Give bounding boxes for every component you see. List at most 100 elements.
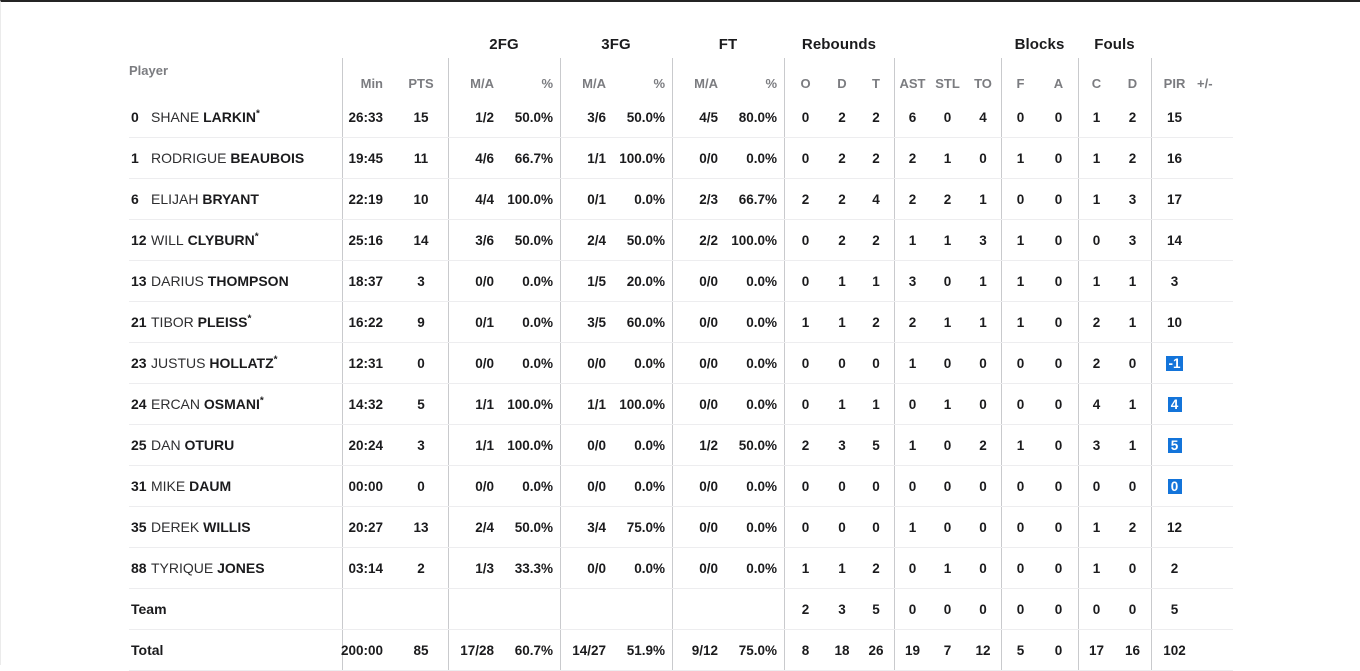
player-first-name: ERCAN — [151, 396, 201, 412]
cell-reb-d: 1 — [838, 396, 846, 412]
player-last-name: BEAUBOIS — [230, 150, 305, 166]
jersey-number: 0 — [131, 109, 139, 125]
cell-reb-o: 0 — [784, 466, 826, 506]
cell-stl: 0 — [943, 437, 952, 453]
player-name: TYRIQUE JONES — [151, 560, 342, 576]
cell-foul-c: 2 — [1078, 343, 1114, 383]
group-header-3fg: 3FG — [601, 35, 631, 53]
group-header-row: 2FG 3FG FT Rebounds Blocks Fouls — [129, 30, 1233, 58]
cell-3fg-ma: 3/6 — [560, 97, 616, 137]
cell-ast: 3 — [894, 261, 930, 301]
col-header-3fg-ma: M/A — [560, 58, 616, 97]
col-header-ft-ma: M/A — [672, 58, 728, 97]
cell-2fg-ma — [448, 589, 504, 629]
cell-3fg-ma — [560, 589, 616, 629]
cell-stl: 0 — [943, 601, 952, 617]
cell-blk-f: 0 — [1001, 179, 1039, 219]
player-row: 13 DARIUS THOMPSON 18:37 3 0/0 0.0% 1/5 … — [129, 261, 1233, 302]
column-header-row: Player Min PTS M/A % M/A % M/A % O D T A… — [129, 58, 1233, 97]
cell-foul-c: 0 — [1078, 220, 1114, 260]
cell-pts: 2 — [417, 560, 425, 576]
cell-reb-t: 2 — [872, 150, 880, 166]
cell-ft-ma: 0/0 — [672, 384, 728, 424]
player-last-name: LARKIN — [203, 109, 257, 125]
cell-pts: 3 — [417, 437, 425, 453]
starter-mark: * — [273, 355, 278, 366]
col-header-3fg-pct: % — [653, 76, 665, 91]
player-first-name: WILL — [151, 232, 184, 248]
cell-ft-pct: 0.0% — [746, 560, 777, 576]
cell-blk-f: 5 — [1001, 630, 1039, 670]
player-first-name: RODRIGUE — [151, 150, 227, 166]
cell-3fg-ma: 1/1 — [560, 138, 616, 178]
cell-reb-d: 0 — [838, 355, 846, 371]
cell-ft-ma: 1/2 — [672, 425, 728, 465]
col-header-reb-t: T — [872, 76, 880, 91]
group-header-2fg: 2FG — [489, 35, 519, 53]
cell-pts: 14 — [413, 232, 429, 248]
pir-value: -1 — [1166, 355, 1183, 371]
cell-2fg-pct: 0.0% — [522, 355, 553, 371]
player-row: 12 WILL CLYBURN* 25:16 14 3/6 50.0% 2/4 … — [129, 220, 1233, 261]
cell-pir: 102 — [1151, 630, 1197, 670]
col-header-blk-a: A — [1053, 76, 1064, 91]
cell-pts: 9 — [417, 314, 425, 330]
cell-foul-d: 2 — [1128, 150, 1137, 166]
cell-to: 0 — [979, 560, 987, 576]
cell-foul-d: 0 — [1128, 560, 1137, 576]
cell-reb-d: 1 — [838, 314, 846, 330]
cell-to: 3 — [979, 232, 987, 248]
col-header-min: Min — [342, 58, 394, 97]
cell-3fg-ma: 0/0 — [560, 425, 616, 465]
cell-pts: 3 — [417, 273, 425, 289]
cell-2fg-ma: 1/2 — [448, 97, 504, 137]
player-last-name: HOLLATZ — [209, 355, 274, 371]
summary-label: Total — [131, 642, 164, 658]
cell-pir: 0 — [1151, 466, 1197, 506]
cell-stl: 1 — [943, 232, 952, 248]
cell-pir: 14 — [1151, 220, 1197, 260]
cell-blk-f: 1 — [1001, 261, 1039, 301]
cell-blk-a: 0 — [1054, 601, 1063, 617]
cell-blk-a: 0 — [1054, 355, 1063, 371]
cell-reb-d: 1 — [838, 273, 846, 289]
cell-2fg-ma: 0/1 — [448, 302, 504, 342]
player-last-name: WILLIS — [203, 519, 251, 535]
cell-ast: 0 — [894, 466, 930, 506]
cell-pts: 11 — [413, 150, 429, 166]
player-row: 0 SHANE LARKIN* 26:33 15 1/2 50.0% 3/6 5… — [129, 97, 1233, 138]
cell-reb-o: 0 — [784, 507, 826, 547]
cell-blk-f: 1 — [1001, 425, 1039, 465]
cell-ft-pct: 0.0% — [746, 314, 777, 330]
cell-2fg-ma: 2/4 — [448, 507, 504, 547]
cell-3fg-ma: 3/5 — [560, 302, 616, 342]
cell-reb-o: 1 — [784, 302, 826, 342]
cell-3fg-pct: 0.0% — [634, 355, 665, 371]
group-header-blocks: Blocks — [1014, 35, 1065, 53]
cell-3fg-pct: 0.0% — [634, 478, 665, 494]
jersey-number: 23 — [131, 355, 147, 371]
col-header-ast: AST — [894, 58, 930, 97]
cell-3fg-ma: 0/0 — [560, 466, 616, 506]
cell-pts: 0 — [417, 355, 425, 371]
cell-pts: 0 — [417, 478, 425, 494]
cell-2fg-ma: 0/0 — [448, 261, 504, 301]
cell-reb-t: 0 — [872, 355, 880, 371]
cell-reb-o: 0 — [784, 261, 826, 301]
cell-reb-t: 2 — [872, 314, 880, 330]
player-name: SHANE LARKIN* — [151, 109, 342, 125]
cell-ft-pct: 75.0% — [738, 642, 777, 658]
cell-to: 4 — [979, 109, 987, 125]
cell-foul-c: 1 — [1078, 507, 1114, 547]
player-name: DAN OTURU — [151, 437, 342, 453]
cell-blk-a: 0 — [1054, 109, 1063, 125]
cell-2fg-ma: 1/1 — [448, 384, 504, 424]
cell-2fg-pct: 50.0% — [514, 519, 553, 535]
cell-2fg-pct: 50.0% — [514, 232, 553, 248]
cell-2fg-pct: 0.0% — [522, 478, 553, 494]
cell-3fg-ma: 0/1 — [560, 179, 616, 219]
cell-reb-o: 0 — [784, 384, 826, 424]
player-name: JUSTUS HOLLATZ* — [151, 355, 342, 371]
group-header-ft: FT — [718, 35, 738, 53]
player-last-name: OSMANI — [203, 396, 260, 412]
